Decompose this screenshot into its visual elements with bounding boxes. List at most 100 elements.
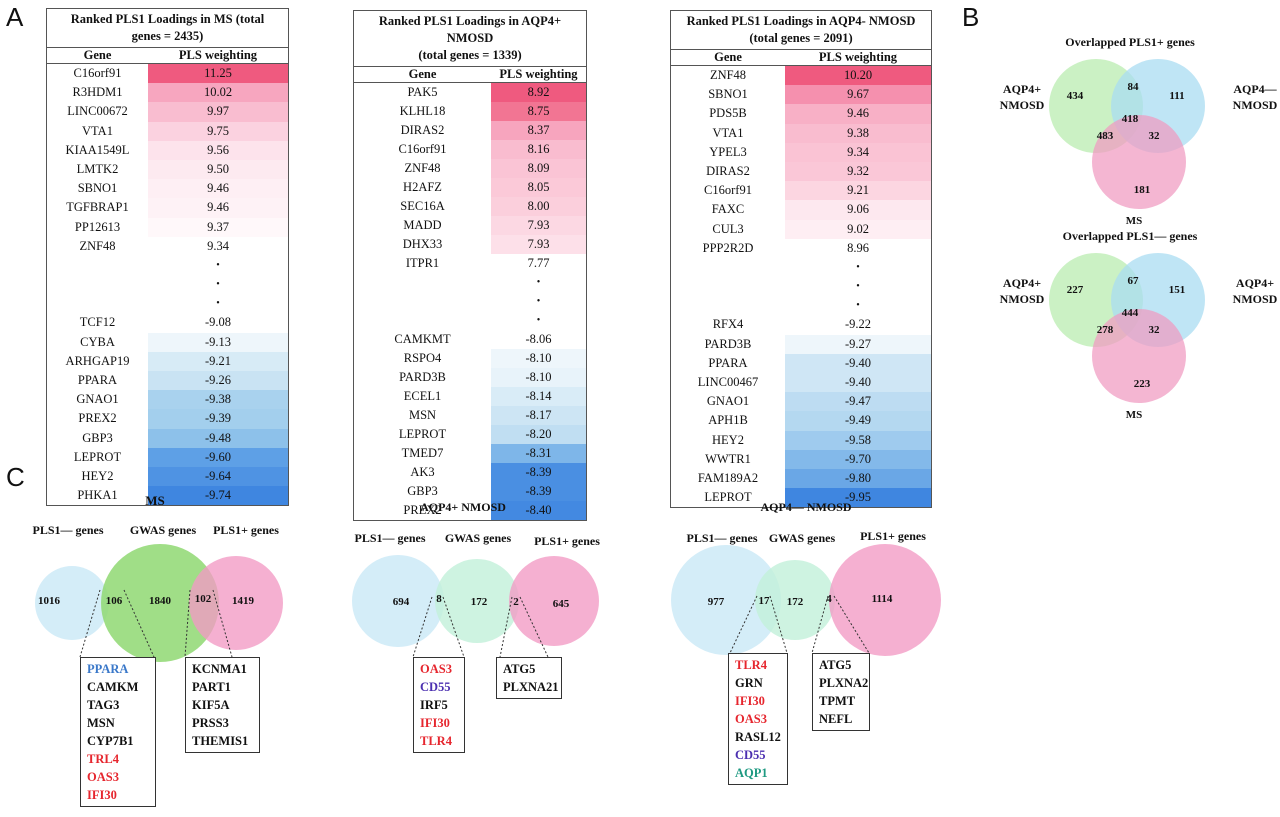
gene-name: GNAO1 [706, 394, 750, 409]
pls-weight: 9.21 [785, 181, 931, 201]
table-row: PREX2 -9.39 [47, 409, 288, 429]
right-set-label-2: NMOSD [1233, 292, 1278, 306]
aqp4pos-neg-gwas-gene-box: OAS3 CD55 IRF5 IFI30 TLR4 [413, 657, 465, 753]
ellipsis-dot: • [536, 315, 541, 326]
count-left-bottom: 278 [1097, 324, 1114, 336]
ms-circle [1092, 309, 1186, 403]
gwas-circle [101, 544, 219, 662]
gene-label: PRSS3 [192, 716, 229, 730]
gene-label: IFI30 [735, 694, 765, 708]
gene-name: KLHL18 [399, 104, 446, 118]
table-title-line-2: genes = 2435) [131, 29, 204, 43]
table-row: H2AFZ 8.05 [354, 178, 586, 197]
right-set-label-1: AQP4— [1233, 82, 1277, 96]
ms-circle [1092, 115, 1186, 209]
table-row: HEY2 -9.58 [671, 430, 931, 450]
table-row: WWTR1 -9.70 [671, 449, 931, 469]
ms-neg-gwas-gene-box: PPARA CAMKM TAG3 MSN CYP7B1 TRL4 OAS3 IFI30 [80, 657, 156, 807]
ellipsis-row: • [671, 296, 931, 315]
gene-label: KIF5A [192, 698, 230, 712]
table-row: C16orf91 11.25 [47, 64, 288, 84]
table-row: ITPR1 7.77 [354, 254, 586, 273]
table-title-line-2: (total genes = 1339) [418, 48, 522, 62]
table-row: FAXC 9.06 [671, 200, 931, 220]
gene-label: IFI30 [87, 788, 117, 802]
pls-weight: -8.31 [491, 444, 586, 463]
gene-name: PHKA1 [77, 488, 118, 503]
gene-name: ZNF48 [709, 68, 747, 82]
gene-name: ARHGAP19 [65, 353, 130, 368]
gene-name: LEPROT [73, 449, 122, 464]
table-row: KLHL18 8.75 [354, 102, 586, 121]
pls-weight: 7.77 [491, 254, 586, 273]
pls-weight: 9.34 [148, 236, 288, 256]
pls-weight: -9.64 [148, 466, 288, 487]
table-row: GBP3 -8.39 [354, 482, 586, 501]
venn-title: MS [145, 493, 165, 508]
gene-name: ZNF48 [404, 161, 441, 175]
pls-weight: -9.48 [148, 428, 288, 448]
table-row: PPP2R2D 8.96 [671, 238, 931, 258]
count-left-right: 84 [1128, 81, 1140, 93]
pls-weight: -8.17 [491, 406, 586, 425]
bottom-set-label: MS [1126, 215, 1143, 227]
gene-label: TAG3 [87, 698, 120, 712]
table-row: GNAO1 -9.38 [47, 390, 288, 410]
gene-name: TCF12 [79, 315, 116, 330]
aqp4neg-gwas-pos-gene-box: ATG5 PLXNA2 TPMT NEFL [812, 653, 870, 731]
gene-name: LEPROT [398, 427, 447, 441]
pls-neg-circle [352, 555, 444, 647]
table-title: Ranked PLS1 Loadings in AQP4- NMOSD (tota… [671, 11, 931, 50]
gwas-circle [755, 560, 835, 640]
ellipsis-dot: • [856, 261, 860, 273]
count-bottom-only: 223 [1134, 378, 1151, 390]
count-left-bottom: 483 [1097, 130, 1114, 142]
table-row: SEC16A 8.00 [354, 197, 586, 216]
pls-weight: -9.26 [148, 371, 288, 391]
count-all: 418 [1122, 113, 1139, 125]
pls-neg-circle [671, 545, 781, 655]
panel-letter-b: B [962, 2, 980, 32]
pls-weight: -9.49 [785, 411, 931, 431]
table-row: CUL3 9.02 [671, 219, 931, 239]
aqp4pos-loadings-table: Ranked PLS1 Loadings in AQP4+ NMOSD (tota… [353, 10, 587, 521]
gene-name: PP12613 [74, 219, 121, 234]
venn-title: Overlapped PLS1— genes [1063, 229, 1198, 243]
gwas-label: GWAS genes [445, 531, 512, 545]
pls-pos-label: PLS1+ genes [860, 529, 926, 543]
pls-weight: 9.46 [148, 179, 288, 199]
table-row: PAK5 8.92 [354, 83, 586, 102]
table-row: MADD 7.93 [354, 216, 586, 235]
ellipsis-row: • [47, 294, 288, 313]
table-row: DHX33 7.93 [354, 235, 586, 254]
gene-name: MADD [403, 218, 442, 232]
table-row: GNAO1 -9.47 [671, 392, 931, 412]
gene-label: AQP1 [735, 766, 768, 780]
table-row: LEPROT -8.20 [354, 425, 586, 444]
pls-weight: 9.75 [148, 121, 288, 141]
table-row: PPARA -9.40 [671, 353, 931, 373]
table-row: LMTK2 9.50 [47, 159, 288, 180]
table-title: Ranked PLS1 Loadings in MS (total genes =… [47, 9, 288, 48]
column-header-gene: Gene [408, 67, 437, 81]
count-gwas-only: 172 [787, 596, 804, 608]
gene-name: KIAA1549L [65, 142, 130, 157]
table-row: CYBA -9.13 [47, 332, 288, 352]
left-set-label-1: AQP4+ [1003, 276, 1041, 290]
pls-pos-circle [509, 556, 599, 646]
pls-pos-label: PLS1+ genes [534, 534, 600, 548]
pls-weight: 9.97 [148, 102, 288, 122]
count-right-only: 111 [1169, 90, 1184, 102]
pls-weight: 8.09 [491, 159, 586, 178]
leader-line [123, 589, 155, 658]
pls-weight: -9.27 [785, 334, 931, 354]
right-set-label-2: NMOSD [1233, 98, 1278, 112]
count-left-only: 434 [1067, 90, 1084, 102]
table-row: LEPROT -9.60 [47, 447, 288, 467]
gene-name: PPP2R2D [702, 240, 754, 255]
ellipsis-dot: • [536, 296, 541, 307]
table-row: RSPO4 -8.10 [354, 349, 586, 368]
table-row: LINC00467 -9.40 [671, 373, 931, 393]
pls-pos-label: PLS1+ genes [213, 523, 279, 537]
gene-name: CYBA [80, 334, 115, 349]
